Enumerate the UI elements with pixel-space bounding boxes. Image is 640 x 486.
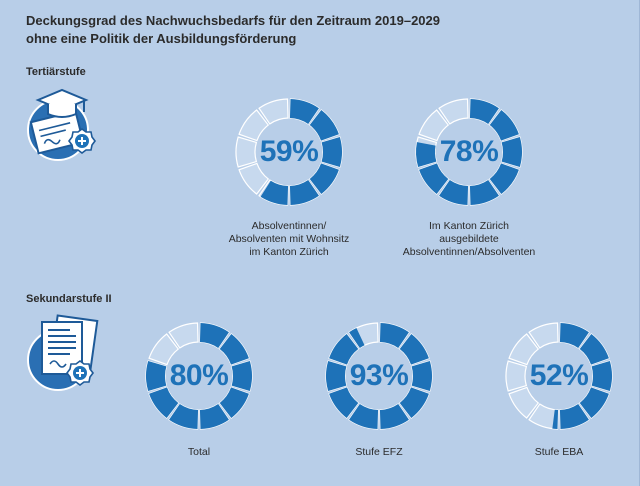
caption-line: Stufe EFZ xyxy=(355,446,403,458)
donut-segment-filled xyxy=(559,323,589,348)
donut-segment-filled xyxy=(591,361,612,391)
donut-segment-filled xyxy=(469,180,499,205)
caption-line: Absolventinnen/Absolventen xyxy=(402,246,536,258)
donut-ring xyxy=(145,322,253,430)
donut-segment-filled xyxy=(399,334,429,365)
donut-segment-filled xyxy=(379,323,409,348)
donut-segment-filled xyxy=(219,334,249,365)
caption-line: ausgebildete xyxy=(439,233,499,245)
caption-line: Stufe EBA xyxy=(534,446,584,458)
donut-segment-filled xyxy=(199,404,229,429)
caption-line: Absolventen mit Wohnsitz xyxy=(228,233,350,245)
donut-segment-filled xyxy=(309,163,339,194)
chart-title-line-2: ohne eine Politik der Ausbildungsförderu… xyxy=(26,31,297,46)
donut-segment-filled xyxy=(260,180,289,205)
section-title-tertiary: Tertiärstufe xyxy=(26,66,86,78)
caption-trained-zurich: Im Kanton Zürich ausgebildete Absolventi… xyxy=(369,220,569,259)
donut-segment-filled xyxy=(501,137,522,167)
donut-segment-filled xyxy=(199,323,229,348)
graduation-certificate-icon xyxy=(27,88,96,161)
donut-segment-filled xyxy=(321,137,342,167)
donut-ring xyxy=(325,322,433,430)
chart-title: Deckungsgrad des Nachwuchsbedarfs für de… xyxy=(26,12,440,48)
donut-segment-filled xyxy=(349,328,365,348)
donut-segment-filled xyxy=(489,163,519,194)
donut-segment-filled xyxy=(379,404,409,429)
donut-ring xyxy=(415,98,523,206)
caption-line: Total xyxy=(187,446,211,458)
donut-ring xyxy=(235,98,343,206)
donut-segment-filled xyxy=(489,110,519,141)
donut-chart-eba: 52% xyxy=(504,321,614,431)
diploma-certificate-icon xyxy=(27,314,99,391)
donut-segment-filled xyxy=(579,334,609,365)
donut-segment-empty xyxy=(418,109,450,142)
donut-percentage: 93% xyxy=(349,359,409,392)
donut-segment-empty xyxy=(438,98,469,125)
donut-segment-filled xyxy=(149,387,179,418)
donut-segment-filled xyxy=(326,361,347,391)
donut-segment-filled xyxy=(411,361,432,391)
donut-segment-empty xyxy=(238,109,270,142)
donut-segment-filled xyxy=(349,404,379,429)
donut-segment-filled xyxy=(419,163,449,194)
donut-segment-filled xyxy=(399,387,429,418)
donut-percentage: 80% xyxy=(169,359,229,392)
donut-ring xyxy=(505,322,613,430)
donut-segment-filled xyxy=(289,180,319,205)
donut-chart-total: 80% xyxy=(144,321,254,431)
donut-segment-empty xyxy=(235,136,258,168)
donut-segment-filled xyxy=(579,387,609,418)
caption-eba: Stufe EBA xyxy=(459,446,640,459)
donut-segment-filled xyxy=(231,361,252,391)
caption-residents: Absolventinnen/ Absolventen mit Wohnsitz… xyxy=(189,220,389,259)
donut-segment-filled xyxy=(416,142,437,167)
donut-segment-empty xyxy=(168,322,199,349)
donut-segment-filled xyxy=(169,404,199,429)
caption-line: im Kanton Zürich xyxy=(249,246,329,258)
donut-segment-empty xyxy=(528,322,559,349)
donut-chart-trained-zurich: 78% xyxy=(414,97,524,207)
donut-chart-efz: 93% xyxy=(324,321,434,431)
donut-segment-filled xyxy=(469,99,499,124)
donut-segment-filled xyxy=(219,387,249,418)
donut-segment-filled xyxy=(329,334,359,365)
donut-segment-filled xyxy=(309,110,339,141)
donut-segment-filled xyxy=(439,180,469,205)
donut-percentage: 52% xyxy=(529,359,589,392)
donut-segment-empty xyxy=(508,333,540,366)
chart-title-line-1: Deckungsgrad des Nachwuchsbedarfs für de… xyxy=(26,13,440,28)
caption-total: Total xyxy=(99,446,299,459)
caption-line: Im Kanton Zürich xyxy=(429,220,509,232)
donut-segment-filled xyxy=(559,404,589,429)
caption-efz: Stufe EFZ xyxy=(279,446,479,459)
donut-segment-empty xyxy=(508,386,540,419)
donut-segment-empty xyxy=(258,98,289,125)
donut-percentage: 78% xyxy=(439,135,499,168)
donut-segment-empty xyxy=(505,360,528,392)
donut-segment-filled xyxy=(329,387,359,418)
donut-segment-empty xyxy=(528,403,559,430)
donut-chart-residents: 59% xyxy=(234,97,344,207)
donut-segment-filled xyxy=(552,409,559,429)
donut-segment-empty xyxy=(238,162,270,195)
donut-percentage: 59% xyxy=(259,135,319,168)
caption-line: Absolventinnen/ xyxy=(251,220,327,232)
donut-segment-filled xyxy=(146,361,167,391)
section-title-secondary: Sekundarstufe II xyxy=(26,293,112,305)
donut-segment-empty xyxy=(148,333,180,366)
donut-segment-filled xyxy=(289,99,319,124)
